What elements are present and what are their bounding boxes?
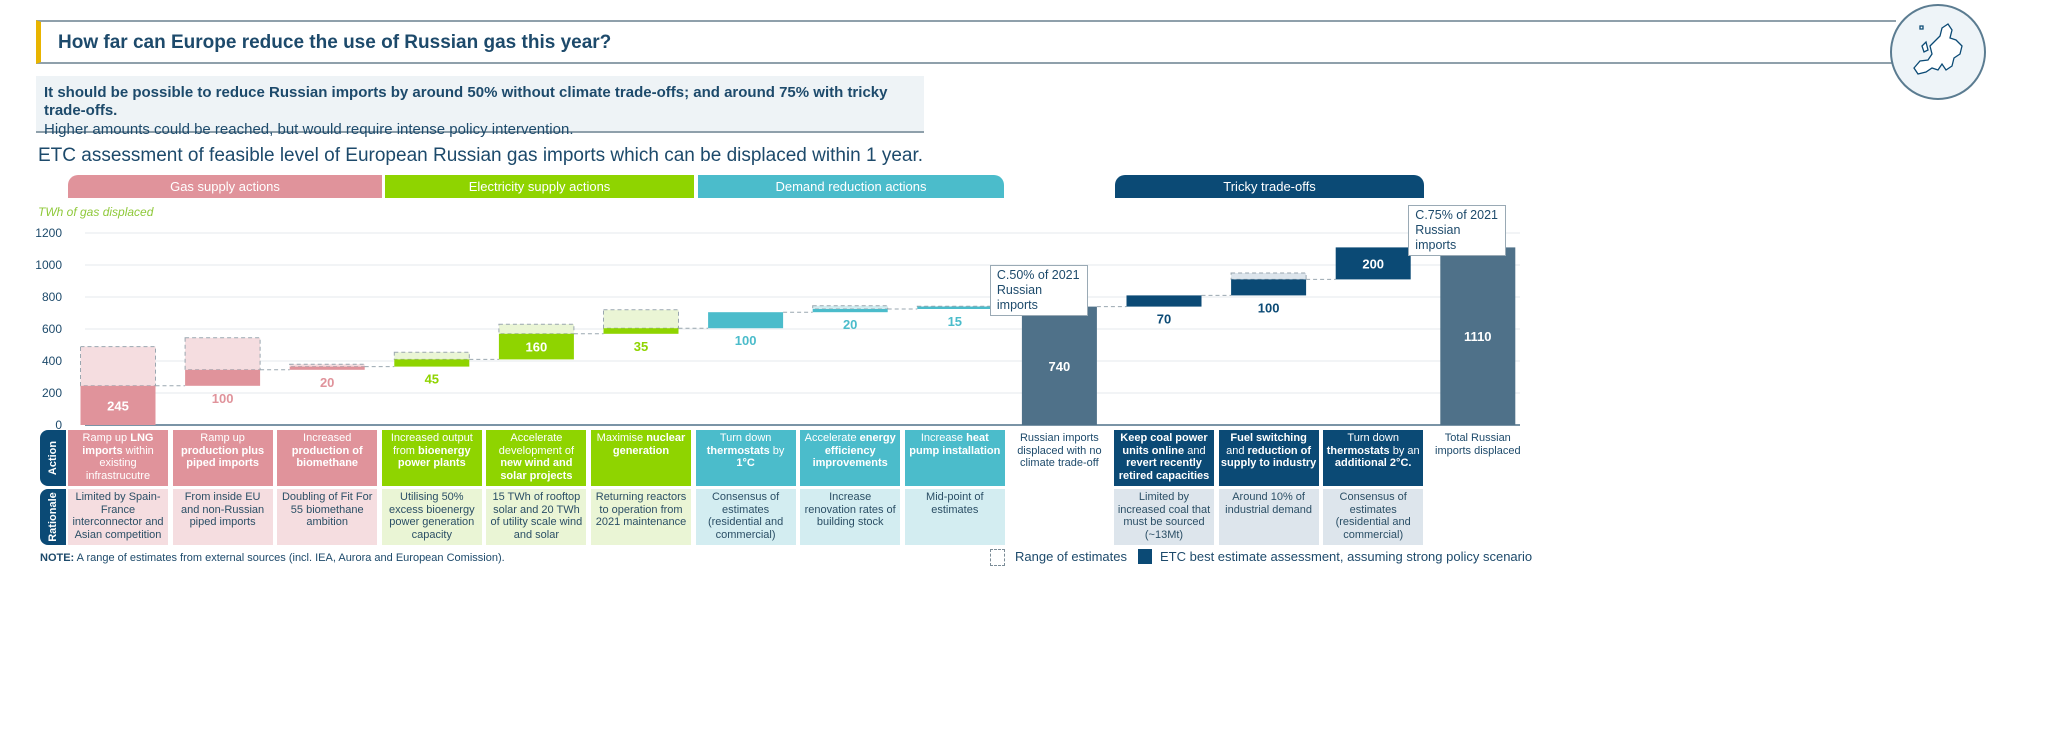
action-cell: Keep coal power units online and revert … <box>1114 430 1214 486</box>
rationale-cell: Increase renovation rates of building st… <box>800 489 901 545</box>
action-cell: Fuel switching and reduction of supply t… <box>1218 430 1319 486</box>
value-bar <box>1126 295 1202 307</box>
action-cell: Ramp up production plus piped imports <box>172 430 273 486</box>
y-tick-label: 200 <box>41 386 62 400</box>
action-cell: Total Russian imports displaced <box>1435 432 1521 457</box>
y-tick-label: 600 <box>41 322 62 336</box>
bar-value-label: 160 <box>526 340 548 355</box>
bar-value-label: 20 <box>843 317 857 332</box>
bar-value-label: 45 <box>425 372 439 387</box>
range-bar <box>498 323 575 335</box>
action-cell: Turn down thermostats by 1°C <box>695 430 796 486</box>
range-bar <box>289 363 366 368</box>
range-bar <box>184 337 261 371</box>
rationale-cell: 15 TWh of rooftop solar and 20 TWh of ut… <box>486 489 587 545</box>
value-bar <box>812 309 888 313</box>
bar-value-label: 70 <box>1157 312 1171 327</box>
value-bar <box>603 328 679 334</box>
rationale-cell: Consensus of estimates (residential and … <box>695 489 796 545</box>
y-tick-label: 800 <box>41 290 62 304</box>
y-axis-label: TWh of gas displaced <box>38 205 154 219</box>
action-cell: Ramp up LNG imports within existing infr… <box>68 430 168 486</box>
bar-value-label: 740 <box>1049 359 1071 374</box>
rationale-cell: Limited by Spain-France interconnector a… <box>68 489 168 545</box>
action-cell: Turn down thermostats by an additional 2… <box>1323 430 1424 486</box>
action-cell: Increased production of biomethane <box>277 430 378 486</box>
group-band-electricity: Electricity supply actions <box>385 175 694 198</box>
callout-label: C.50% of 2021 Russian imports <box>989 264 1088 316</box>
dashed-box-icon <box>990 549 1005 566</box>
range-bar <box>80 346 156 387</box>
legend-best-estimate: ETC best estimate assessment, assuming s… <box>1160 549 1533 564</box>
rationale-cell: Doubling of Fit For 55 biomethane ambiti… <box>277 489 378 545</box>
range-bar <box>603 309 679 329</box>
rationale-cell: Around 10% of industrial demand <box>1218 489 1319 545</box>
action-cell: Accelerate development of new wind and s… <box>486 430 587 486</box>
bar-value-label: 1110 <box>1464 329 1492 344</box>
group-band-tricky: Tricky trade-offs <box>1115 175 1424 198</box>
y-tick-label: 0 <box>55 418 62 432</box>
page-title: How far can Europe reduce the use of Rus… <box>58 32 612 53</box>
group-band-gas: Gas supply actions <box>68 175 382 198</box>
bar-value-label: 245 <box>107 398 129 413</box>
action-cell: Accelerate energy efficiency improvement… <box>800 430 901 486</box>
rationale-cell: Utilising 50% excess bioenergy power gen… <box>381 489 482 545</box>
value-bar <box>394 359 470 367</box>
bar-value-label: 20 <box>320 375 334 390</box>
range-bar <box>393 351 470 360</box>
value-bar <box>80 385 156 425</box>
y-tick-label: 1200 <box>35 226 62 240</box>
rationale-cell: Limited by increased coal that must be s… <box>1114 489 1214 545</box>
solid-box-icon <box>1138 549 1152 564</box>
rationale-cell: Returning reactors to operation from 202… <box>591 489 691 545</box>
row-label-rationale: Rationale <box>40 489 66 545</box>
title-box <box>36 20 1896 64</box>
value-bar <box>1231 279 1307 296</box>
rationale-cell: Consensus of estimates (residential and … <box>1323 489 1424 545</box>
bar-value-label: 100 <box>735 333 757 348</box>
chart-subtitle: ETC assessment of feasible level of Euro… <box>38 145 924 166</box>
action-cell: Russian imports displaced with no climat… <box>1017 432 1102 469</box>
summary-box: It should be possible to reduce Russian … <box>36 76 924 138</box>
callout-label: C.75% of 2021 Russian imports <box>1408 205 1507 257</box>
value-bar <box>289 366 365 370</box>
summary-detail: Higher amounts could be reached, but wou… <box>44 121 574 138</box>
value-bar <box>708 312 784 329</box>
y-tick-label: 400 <box>41 354 62 368</box>
value-bar <box>498 333 574 360</box>
bar-value-label: 15 <box>948 314 962 329</box>
value-bar <box>185 369 261 386</box>
bar-value-label: 35 <box>634 339 648 354</box>
legend-range: Range of estimates <box>1015 549 1128 564</box>
value-bar <box>917 306 993 309</box>
bar-value-label: 200 <box>1362 256 1384 271</box>
footnote: NOTE: A range of estimates from external… <box>40 552 505 564</box>
summary-headline: It should be possible to reduce Russian … <box>44 84 888 119</box>
action-cell: Increase heat pump installation <box>904 430 1005 486</box>
y-tick-label: 1000 <box>35 258 62 272</box>
range-bar <box>812 305 889 310</box>
value-bar <box>1440 247 1516 425</box>
action-cell: Maximise nuclear generation <box>591 430 691 486</box>
value-bar <box>1021 306 1097 425</box>
europe-map-icon <box>1890 4 1986 100</box>
action-cell: Increased output from bioenergy power pl… <box>381 430 482 486</box>
bar-value-label: 100 <box>212 391 234 406</box>
rationale-cell: From inside EU and non-Russian piped imp… <box>172 489 273 545</box>
range-bar <box>1230 272 1307 280</box>
group-band-demand: Demand reduction actions <box>698 175 1004 198</box>
bar-value-label: 100 <box>1258 300 1280 315</box>
value-bar <box>1335 247 1411 280</box>
rationale-cell: Mid-point of estimates <box>904 489 1005 545</box>
row-label-action: Action <box>40 430 66 486</box>
